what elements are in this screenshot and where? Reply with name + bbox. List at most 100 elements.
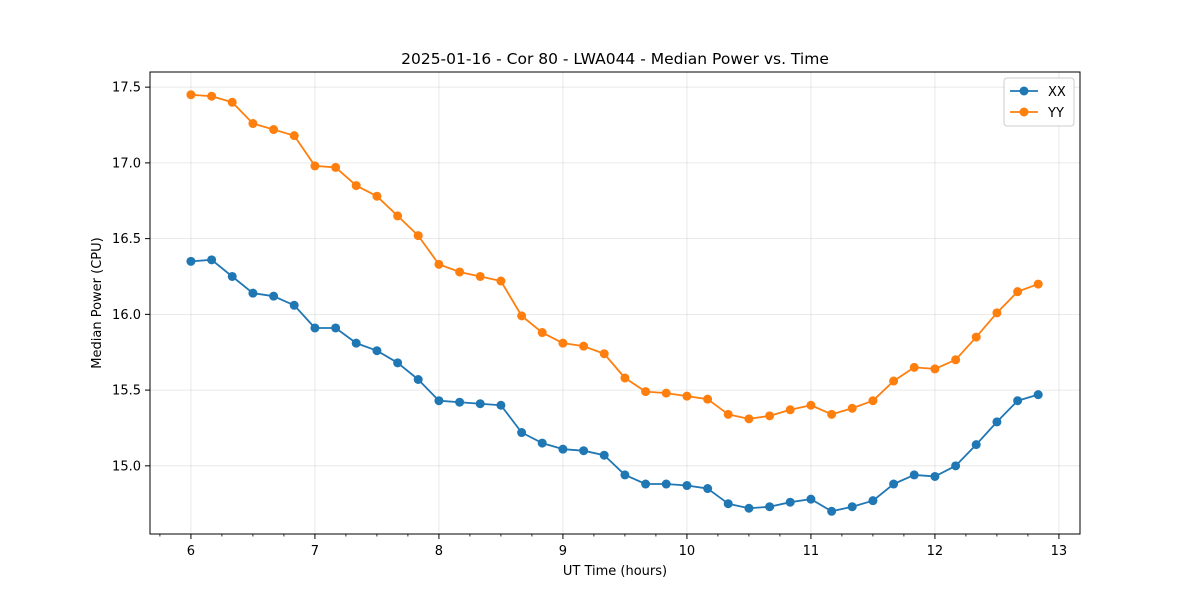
data-point-yy bbox=[661, 388, 671, 398]
data-point-yy bbox=[599, 349, 609, 359]
y-tick-label: 16.0 bbox=[112, 308, 141, 323]
x-tick-label: 10 bbox=[679, 544, 696, 559]
data-point-yy bbox=[393, 211, 403, 221]
data-point-yy bbox=[351, 181, 361, 191]
data-point-xx bbox=[351, 338, 361, 348]
y-tick-label: 15.5 bbox=[112, 384, 141, 399]
data-point-xx bbox=[951, 461, 961, 471]
data-point-xx bbox=[517, 428, 527, 438]
data-point-xx bbox=[641, 479, 651, 489]
legend-marker-yy bbox=[1019, 107, 1029, 117]
data-point-yy bbox=[496, 276, 506, 286]
x-tick-label: 9 bbox=[559, 544, 567, 559]
data-point-yy bbox=[331, 162, 341, 172]
data-point-yy bbox=[579, 341, 589, 351]
data-point-yy bbox=[847, 403, 857, 413]
data-point-yy bbox=[785, 405, 795, 415]
legend-item-xx: XX bbox=[1010, 85, 1066, 100]
legend-item-yy: YY bbox=[1010, 106, 1064, 121]
data-point-xx bbox=[682, 481, 692, 491]
x-axis-ticks: 6 7 8 9 10 11 12 13 bbox=[159, 534, 1068, 559]
legend-label-yy: YY bbox=[1047, 106, 1064, 121]
data-point-xx bbox=[599, 450, 609, 460]
data-point-yy bbox=[207, 91, 217, 101]
data-point-yy bbox=[186, 90, 196, 100]
legend: XX YY bbox=[1003, 77, 1075, 127]
data-point-yy bbox=[930, 364, 940, 374]
data-point-yy bbox=[227, 97, 237, 107]
data-point-xx bbox=[1033, 390, 1043, 400]
data-point-yy bbox=[641, 387, 651, 397]
data-point-xx bbox=[703, 484, 713, 494]
legend-label-xx: XX bbox=[1048, 85, 1066, 100]
data-point-xx bbox=[537, 438, 547, 448]
data-point-yy bbox=[537, 328, 547, 338]
data-point-xx bbox=[207, 255, 217, 265]
data-point-xx bbox=[269, 291, 279, 301]
y-tick-label: 17.0 bbox=[112, 156, 141, 171]
data-point-yy bbox=[744, 414, 754, 424]
data-point-xx bbox=[455, 397, 465, 407]
y-axis-ticks: 15.0 15.5 16.0 16.5 17.0 17.5 bbox=[112, 81, 150, 474]
data-point-yy bbox=[1033, 279, 1043, 289]
x-tick-label: 7 bbox=[311, 544, 319, 559]
data-point-xx bbox=[372, 346, 382, 356]
data-point-yy bbox=[269, 125, 279, 135]
y-axis-label: Median Power (CPU) bbox=[90, 237, 105, 368]
data-point-xx bbox=[765, 502, 775, 512]
series-yy bbox=[186, 90, 1043, 424]
data-point-yy bbox=[310, 161, 320, 171]
data-point-yy bbox=[558, 338, 568, 348]
data-point-xx bbox=[889, 479, 899, 489]
x-tick-label: 12 bbox=[927, 544, 944, 559]
data-point-xx bbox=[868, 496, 878, 506]
y-gridlines bbox=[150, 86, 1080, 467]
data-point-yy bbox=[909, 362, 919, 372]
data-point-yy bbox=[1013, 287, 1023, 297]
data-point-xx bbox=[785, 497, 795, 507]
data-point-yy bbox=[992, 308, 1002, 318]
data-point-yy bbox=[682, 391, 692, 401]
legend-marker-xx bbox=[1019, 86, 1029, 96]
y-tick-label: 15.0 bbox=[112, 459, 141, 474]
data-point-yy bbox=[951, 355, 961, 365]
data-point-yy bbox=[620, 373, 630, 383]
data-point-yy bbox=[372, 191, 382, 201]
x-axis-label: UT Time (hours) bbox=[563, 564, 667, 579]
data-point-xx bbox=[475, 399, 485, 409]
data-point-xx bbox=[434, 396, 444, 406]
chart-title: 2025-01-16 - Cor 80 - LWA044 - Median Po… bbox=[401, 50, 829, 68]
data-point-yy bbox=[703, 394, 713, 404]
series-layer bbox=[186, 90, 1043, 516]
data-point-xx bbox=[186, 256, 196, 266]
data-point-xx bbox=[579, 446, 589, 456]
series-xx bbox=[186, 255, 1043, 516]
data-point-yy bbox=[289, 131, 299, 141]
data-point-xx bbox=[620, 470, 630, 480]
data-point-xx bbox=[1013, 396, 1023, 406]
data-point-yy bbox=[475, 271, 485, 281]
data-point-xx bbox=[310, 323, 320, 333]
data-point-xx bbox=[744, 503, 754, 513]
plot-area-frame bbox=[149, 71, 1081, 535]
data-point-yy bbox=[868, 396, 878, 406]
y-tick-label: 16.5 bbox=[112, 232, 141, 247]
data-point-yy bbox=[971, 332, 981, 342]
data-point-xx bbox=[393, 358, 403, 368]
data-point-yy bbox=[413, 231, 423, 241]
data-point-xx bbox=[661, 479, 671, 489]
y-tick-label: 17.5 bbox=[112, 81, 141, 96]
x-tick-label: 6 bbox=[187, 544, 195, 559]
data-point-xx bbox=[971, 440, 981, 450]
data-point-xx bbox=[723, 499, 733, 509]
x-gridlines bbox=[190, 72, 1060, 534]
data-point-yy bbox=[248, 119, 258, 129]
x-tick-label: 8 bbox=[435, 544, 443, 559]
x-tick-label: 11 bbox=[803, 544, 820, 559]
x-tick-label: 13 bbox=[1051, 544, 1068, 559]
data-point-yy bbox=[455, 267, 465, 277]
data-point-yy bbox=[517, 311, 527, 321]
data-point-xx bbox=[496, 400, 506, 410]
data-point-yy bbox=[765, 411, 775, 421]
